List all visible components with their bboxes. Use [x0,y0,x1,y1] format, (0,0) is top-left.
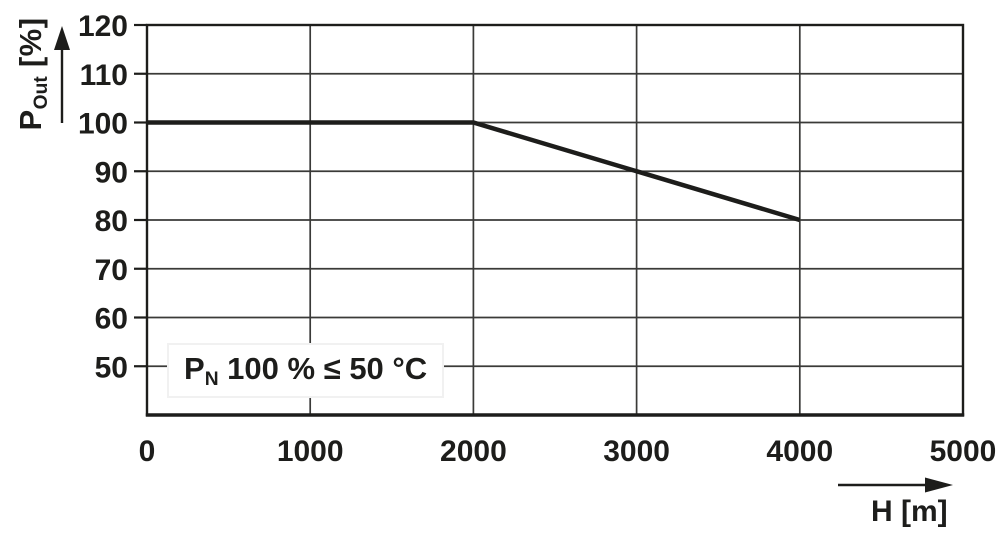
y-tick-label: 90 [95,156,128,189]
x-tick-label: 1000 [277,435,344,468]
x-axis-arrow-head-icon [925,477,953,493]
y-tick-label: 120 [78,10,128,43]
x-tick-label: 0 [139,435,156,468]
x-tick-label: 4000 [766,435,833,468]
y-tick-label: 100 [78,108,128,141]
y-axis-title-subscript: Out [30,76,52,110]
series-output-power-derating [147,120,801,223]
y-tick-label: 50 [95,351,128,384]
annotation-subscript: N [204,368,219,390]
rating-annotation: PN 100 % ≤ 50 °C [167,343,445,399]
y-axis-title: POut [%] [13,17,52,131]
x-axis-title: H [m] [871,495,948,528]
y-axis-title-main: P [13,109,48,131]
x-tick-label: 2000 [440,435,507,468]
x-tick-label: 5000 [930,435,997,468]
x-tick-label: 3000 [603,435,670,468]
y-axis-arrow-head-icon [54,26,70,50]
y-axis-title-unit: [%] [13,17,48,77]
annotation-main: P [184,351,205,386]
y-tick-label: 70 [95,254,128,287]
y-tick-label: 60 [95,303,128,336]
annotation-rest: 100 % ≤ 50 °C [218,351,428,386]
y-tick-label: 110 [80,59,128,92]
y-tick-label: 80 [95,205,128,238]
